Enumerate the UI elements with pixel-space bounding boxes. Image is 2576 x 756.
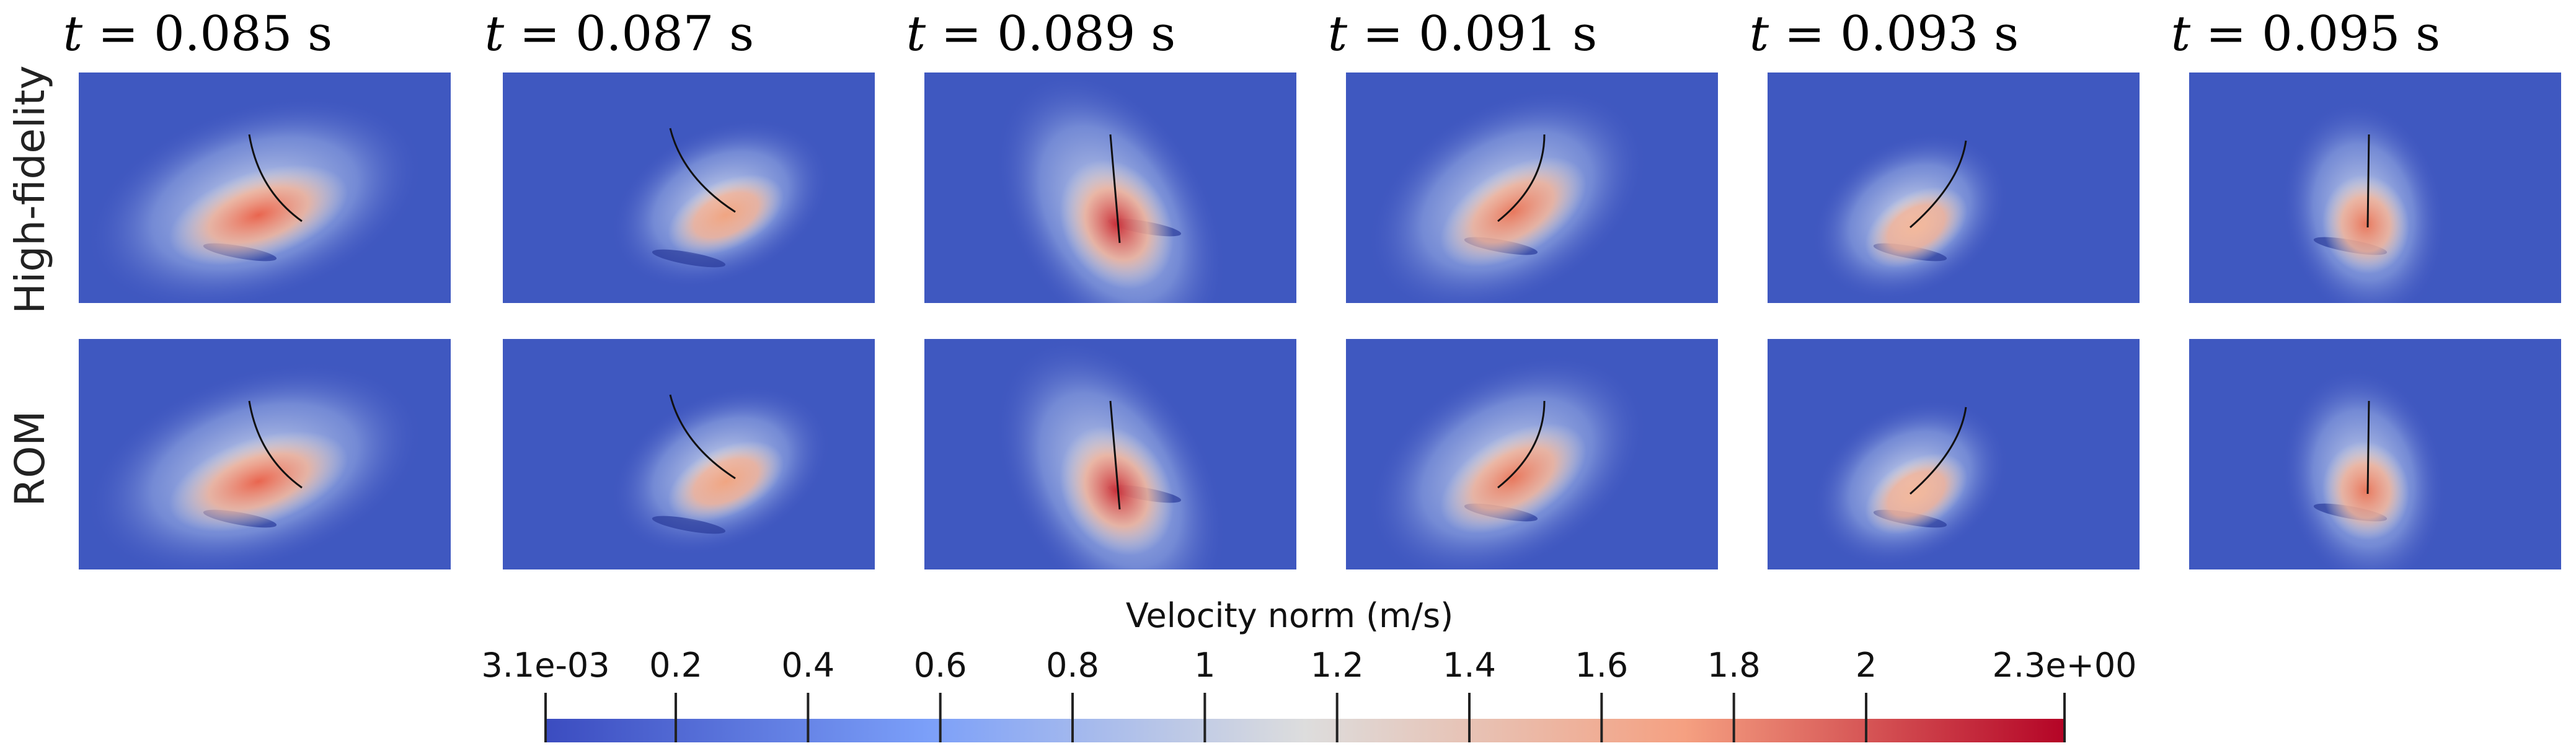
panel-high-fidelity-6 (2189, 73, 2561, 303)
panel-rom-2 (503, 339, 875, 569)
structure-line (2366, 400, 2370, 494)
time-label-3: t = 0.089 s (906, 6, 1176, 62)
row-label-high-fidelity: High-fidelity (6, 65, 54, 314)
colorbar (544, 693, 2066, 742)
structure-line (669, 394, 736, 480)
structure-line (1109, 400, 1121, 510)
colorbar-tick-label: 1.2 (1310, 646, 1364, 685)
high-velocity-region (2322, 175, 2410, 274)
low-velocity-region (652, 516, 726, 534)
high-velocity-region (1865, 453, 1968, 535)
panel-rom-5 (1768, 339, 2140, 569)
high-velocity-region (1440, 157, 1587, 267)
high-velocity-region (1060, 426, 1174, 556)
colorbar-gradient (546, 719, 2065, 742)
time-label-4: t = 0.091 s (1327, 6, 1598, 62)
colorbar-tick-label: 0.2 (649, 646, 702, 685)
colorbar-tick-label: 3.1e-03 (481, 646, 610, 685)
time-label-1: t = 0.085 s (63, 6, 333, 62)
high-velocity-region (2322, 441, 2410, 540)
colorbar-tick-label: 2 (1855, 646, 1877, 685)
colorbar-tick-label: 0.6 (913, 646, 967, 685)
panel-high-fidelity-4 (1346, 73, 1718, 303)
panel-high-fidelity-1 (79, 73, 451, 303)
panel-rom-3 (924, 339, 1296, 569)
colorbar-tick-label: 1.8 (1707, 646, 1761, 685)
panel-rom-4 (1346, 339, 1718, 569)
time-label-5: t = 0.093 s (1749, 6, 2019, 62)
high-velocity-region (668, 174, 784, 256)
high-velocity-region (169, 164, 348, 266)
colorbar-tick-label: 0.8 (1046, 646, 1099, 685)
structure-line (248, 400, 303, 489)
structure-line (1109, 134, 1121, 244)
time-label-2: t = 0.087 s (484, 6, 755, 62)
structure-line (1910, 407, 1967, 495)
row-label-rom: ROM (6, 410, 54, 507)
high-velocity-region (1060, 159, 1174, 289)
colorbar-tick-label: 1 (1194, 646, 1216, 685)
panel-high-fidelity-5 (1768, 73, 2140, 303)
panel-rom-1 (79, 339, 451, 569)
colorbar-tick-label: 1.6 (1575, 646, 1629, 685)
colorbar-tick-label: 1.4 (1443, 646, 1496, 685)
colorbar-tick-label: 2.3e+00 (1992, 646, 2137, 685)
high-velocity-region (1865, 187, 1968, 268)
structure-line (248, 134, 303, 222)
panel-high-fidelity-3 (924, 73, 1296, 303)
time-label-6: t = 0.095 s (2171, 6, 2441, 62)
structure-line (1497, 134, 1546, 222)
high-velocity-region (169, 431, 348, 532)
colorbar-tick-label: 0.4 (781, 646, 835, 685)
structure-line (1497, 400, 1546, 489)
high-velocity-region (1440, 423, 1587, 534)
panel-high-fidelity-2 (503, 73, 875, 303)
structure-line (1910, 140, 1967, 229)
structure-line (2366, 134, 2370, 228)
colorbar-ticks (544, 693, 2066, 742)
colorbar-title: Velocity norm (m/s) (1125, 596, 1454, 635)
low-velocity-region (652, 249, 726, 268)
panel-rom-6 (2189, 339, 2561, 569)
structure-line (669, 128, 736, 213)
high-velocity-region (668, 441, 784, 522)
